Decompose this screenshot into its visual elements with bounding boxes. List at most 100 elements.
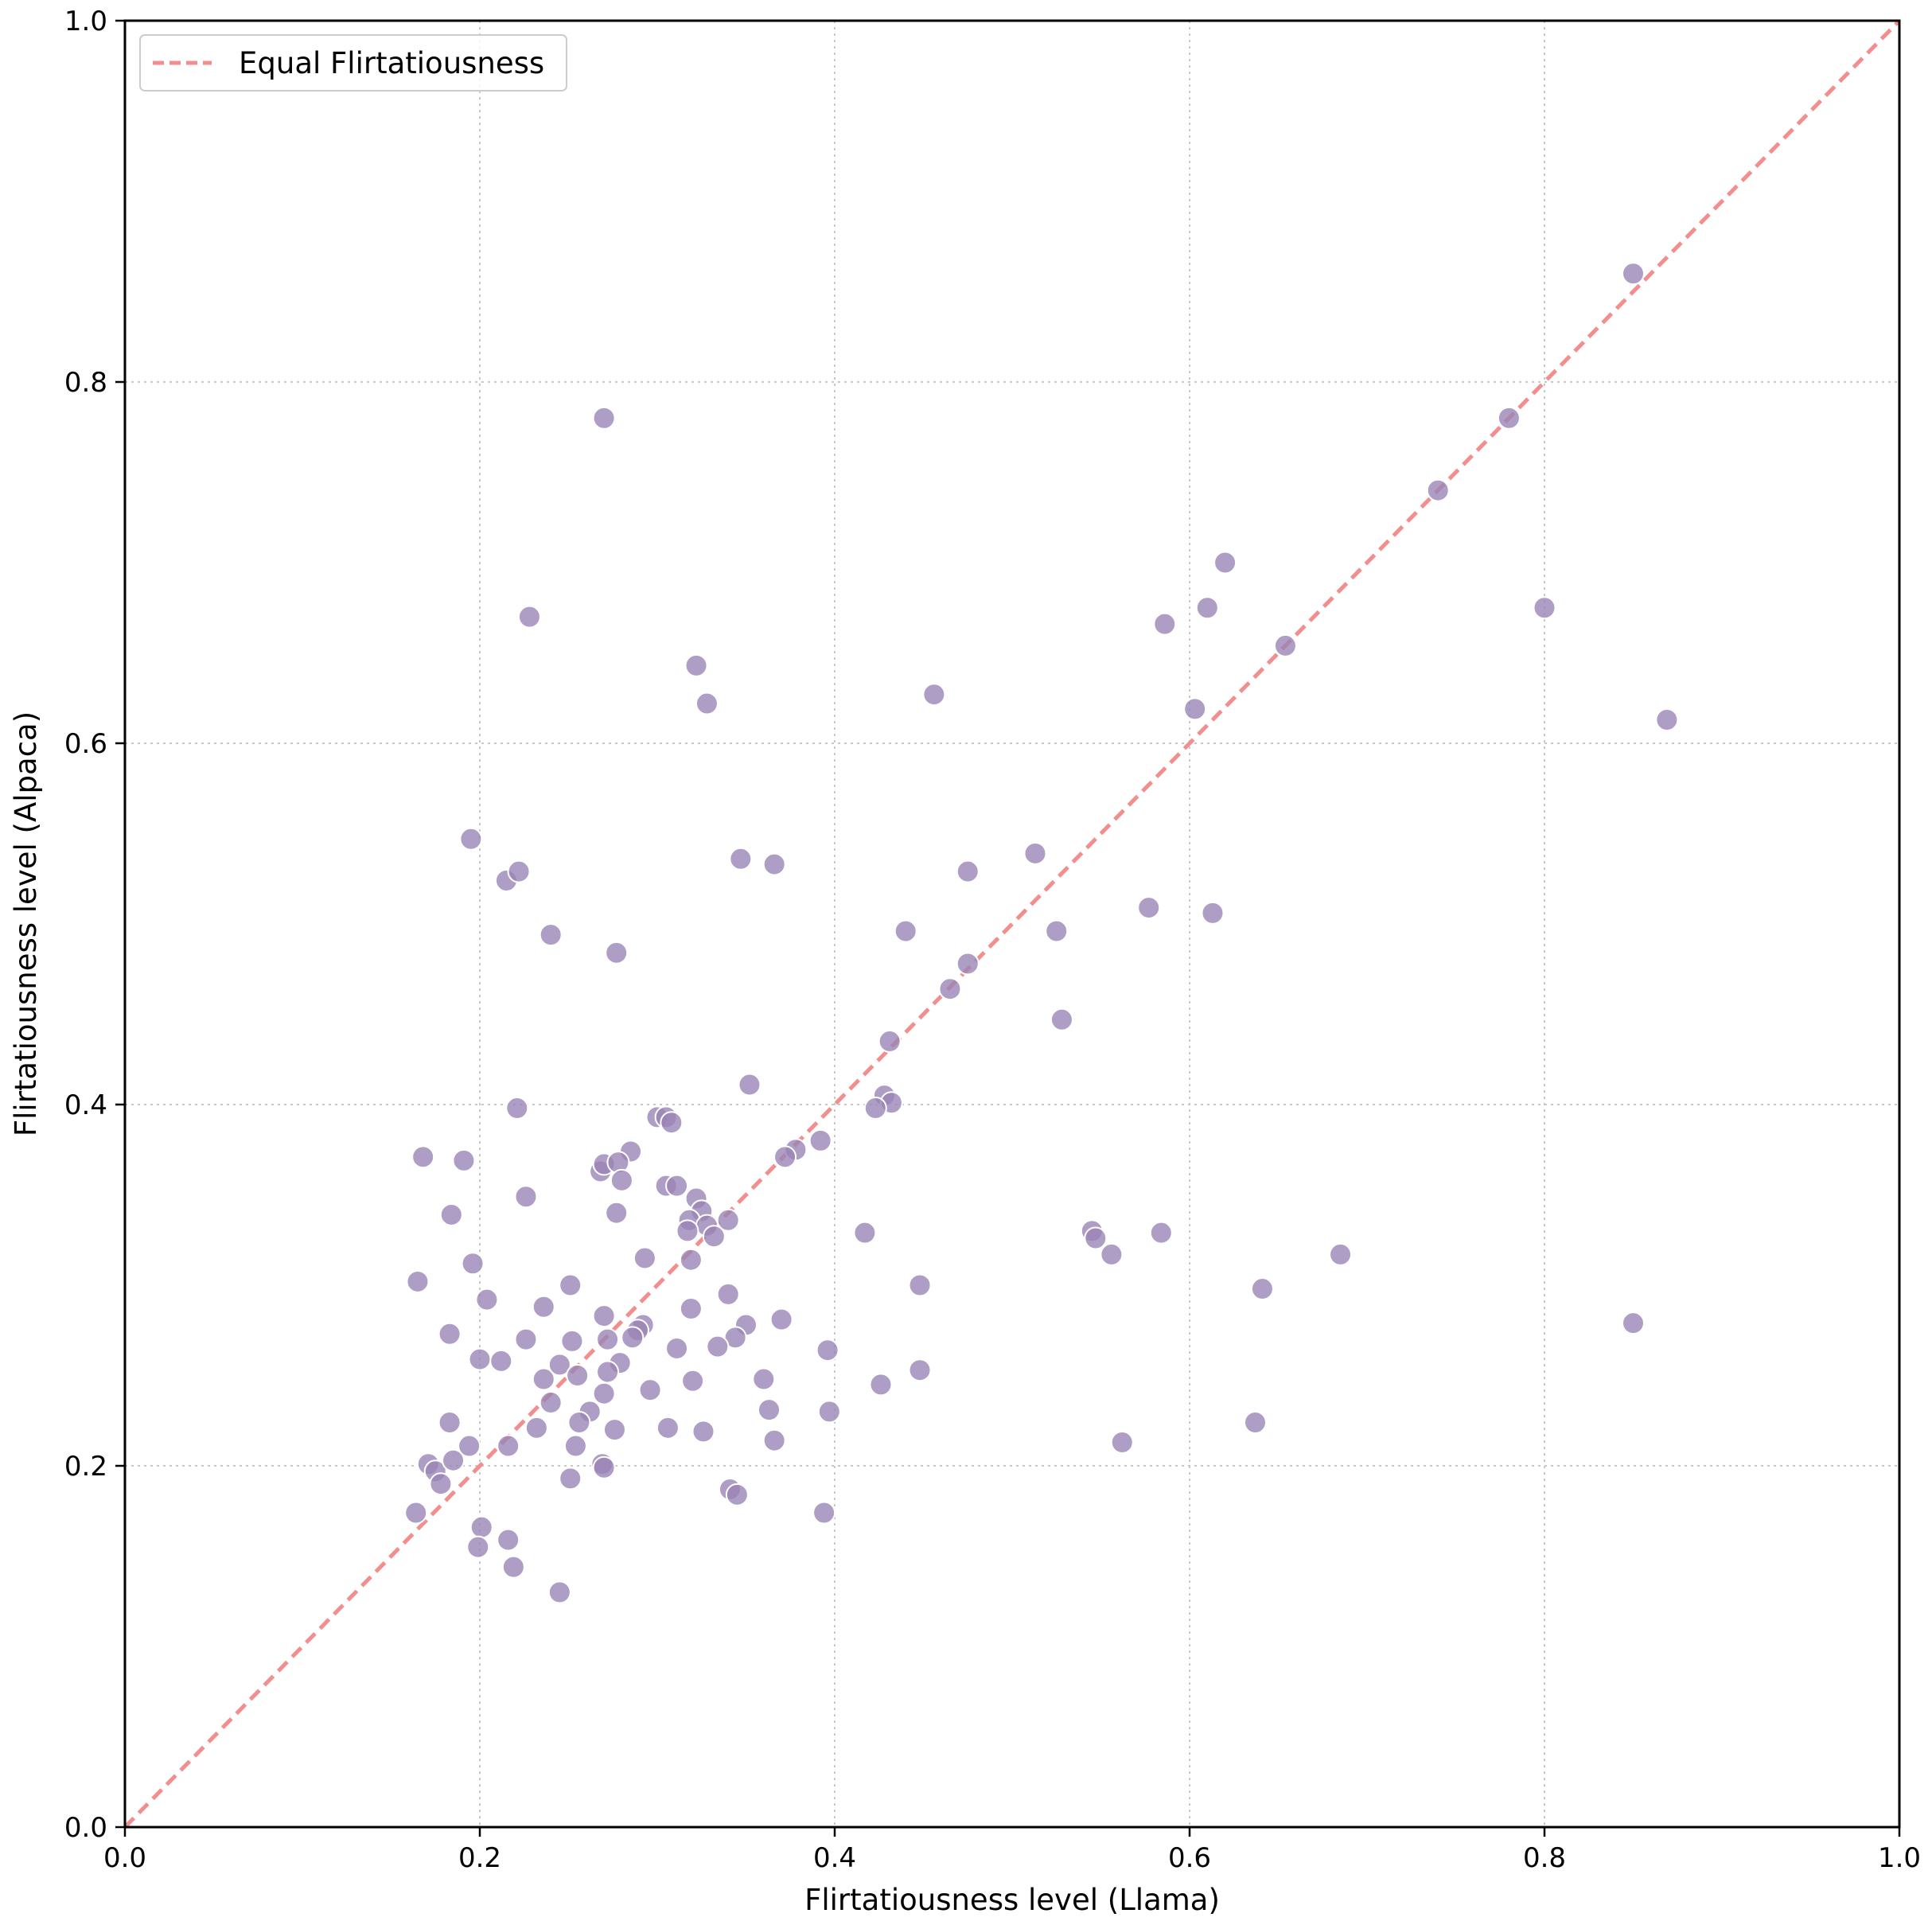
scatter-point xyxy=(592,1304,616,1328)
scatter-point xyxy=(853,1221,877,1245)
scatter-point xyxy=(411,1145,435,1169)
scatter-point xyxy=(539,1391,563,1415)
scatter-point xyxy=(762,1428,786,1452)
scatter-point xyxy=(869,1373,893,1397)
scatter-point xyxy=(532,1295,555,1319)
scatter-point xyxy=(621,1326,645,1350)
scatter-point xyxy=(1329,1242,1353,1266)
scatter-point xyxy=(592,1381,616,1405)
scatter-point xyxy=(559,1273,582,1297)
y-axis-label: Flirtatiousness level (Alpaca) xyxy=(9,711,43,1136)
grid-lines xyxy=(125,21,1899,1827)
scatter-point xyxy=(1213,551,1237,575)
scatter-point xyxy=(1195,596,1219,620)
scatter-point xyxy=(1149,1221,1173,1245)
y-tick-label: 1.0 xyxy=(64,6,107,37)
scatter-point xyxy=(908,1358,932,1382)
scatter-point xyxy=(539,923,563,947)
scatter-point xyxy=(769,1307,793,1331)
scatter-point xyxy=(738,1073,762,1097)
equal-flirtatiousness-line xyxy=(123,19,1901,1829)
scatter-point xyxy=(695,692,719,715)
scatter-point xyxy=(458,1434,481,1458)
scatter-point xyxy=(665,1174,689,1198)
scatter-point xyxy=(808,1128,832,1152)
scatter-point xyxy=(592,406,616,430)
scatter-point xyxy=(567,1411,591,1435)
scatter-point xyxy=(633,1246,656,1270)
scatter-point xyxy=(752,1367,776,1391)
scatter-point xyxy=(1622,262,1645,286)
scatter-point xyxy=(532,1367,555,1391)
scatter-point xyxy=(1023,841,1047,865)
scatter-point xyxy=(676,1219,699,1243)
data-points xyxy=(404,262,1679,1604)
scatter-point xyxy=(1273,633,1297,657)
scatter-point xyxy=(681,1369,705,1393)
scatter-point xyxy=(469,1515,493,1539)
y-axis-ticks: 0.0 0.2 0.4 0.6 0.8 1.0 xyxy=(64,6,125,1844)
scatter-point xyxy=(489,1349,513,1373)
scatter-point xyxy=(497,1528,520,1552)
scatter-point xyxy=(1137,896,1161,920)
scatter-point xyxy=(1250,1277,1274,1301)
scatter-point xyxy=(439,1202,463,1226)
scatter-point xyxy=(1622,1311,1645,1335)
y-tick-label: 0.4 xyxy=(64,1089,107,1121)
scatter-point xyxy=(1183,697,1207,721)
scatter-point xyxy=(956,952,980,976)
plot-frame xyxy=(123,19,1901,1829)
scatter-point xyxy=(716,1208,740,1232)
scatter-point xyxy=(762,852,786,876)
scatter-point xyxy=(429,1472,453,1496)
scatter-point xyxy=(665,1336,689,1360)
scatter-point xyxy=(1244,1411,1268,1435)
x-tick-label: 0.0 xyxy=(103,1842,146,1874)
scatter-point xyxy=(610,1168,633,1192)
scatter-point xyxy=(524,1416,548,1440)
scatter-point xyxy=(679,1248,703,1272)
scatter-point xyxy=(1497,406,1521,430)
scatter-point xyxy=(517,605,541,629)
scatter-point xyxy=(560,1329,584,1353)
scatter-point xyxy=(773,1145,797,1169)
scatter-point xyxy=(566,1364,590,1387)
scatter-point xyxy=(679,1297,703,1321)
x-axis-ticks: 0.0 0.2 0.4 0.6 0.8 1.0 xyxy=(103,1827,1921,1874)
scatter-point xyxy=(757,1398,781,1422)
scatter-point xyxy=(514,1185,538,1209)
scatter-point xyxy=(452,1148,476,1172)
x-tick-label: 0.4 xyxy=(813,1842,856,1874)
scatter-point xyxy=(1153,612,1177,636)
scatter-point xyxy=(438,1411,462,1435)
scatter-point xyxy=(547,1580,571,1604)
scatter-point xyxy=(596,1360,620,1384)
legend-label: Equal Flirtatiousness xyxy=(239,46,544,80)
scatter-point xyxy=(812,1501,836,1525)
scatter-point xyxy=(638,1378,662,1402)
scatter-point xyxy=(878,1030,902,1054)
scatter-point xyxy=(1100,1242,1124,1266)
scatter-point xyxy=(656,1416,680,1440)
scatter-point xyxy=(702,1225,726,1249)
scatter-point xyxy=(466,1535,490,1559)
scatter-point xyxy=(660,1111,684,1135)
scatter-point xyxy=(908,1273,932,1297)
x-tick-label: 0.8 xyxy=(1523,1842,1566,1874)
y-tick-label: 0.2 xyxy=(64,1451,107,1483)
scatter-point xyxy=(592,1455,616,1479)
scatter-point xyxy=(404,1501,428,1525)
x-tick-label: 1.0 xyxy=(1878,1842,1921,1874)
scatter-point xyxy=(716,1282,740,1306)
scatter-point xyxy=(1201,901,1225,925)
scatter-point xyxy=(922,683,946,707)
scatter-point xyxy=(817,1400,841,1424)
scatter-point xyxy=(1533,596,1556,620)
y-tick-label: 0.8 xyxy=(64,367,107,399)
scatter-point xyxy=(514,1327,538,1351)
scatter-point xyxy=(501,1555,525,1579)
scatter-point xyxy=(1426,478,1450,502)
scatter-point xyxy=(894,919,917,943)
x-tick-label: 0.2 xyxy=(458,1842,501,1874)
